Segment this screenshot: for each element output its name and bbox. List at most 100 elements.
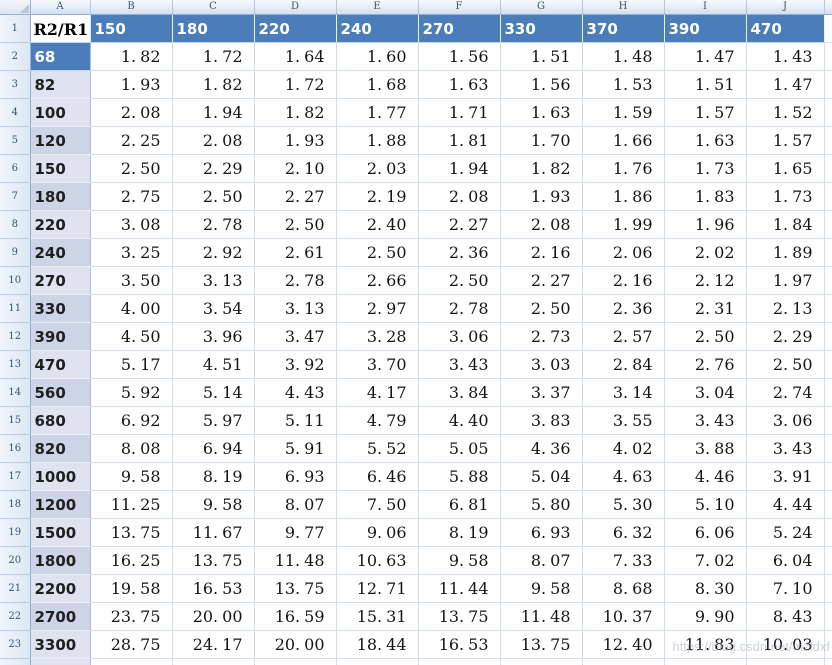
data-cell[interactable]: 6. 32: [582, 518, 665, 547]
data-cell[interactable]: 2. 31: [664, 294, 747, 323]
data-cell[interactable]: 12. 40: [582, 630, 665, 659]
data-cell[interactable]: 3. 08: [90, 210, 173, 239]
data-cell[interactable]: 3. 96: [172, 322, 255, 351]
row-number[interactable]: 23: [0, 630, 31, 659]
data-cell[interactable]: 1. 72: [172, 42, 255, 71]
column-header-D[interactable]: D: [254, 0, 337, 15]
data-cell[interactable]: 2. 76: [664, 350, 747, 379]
row-number[interactable]: 17: [0, 462, 31, 491]
data-cell[interactable]: 2. 27: [418, 210, 501, 239]
data-cell[interactable]: 4. 17: [336, 378, 419, 407]
data-cell[interactable]: 1. 93: [500, 182, 583, 211]
data-cell[interactable]: 3. 70: [336, 350, 419, 379]
row-label-cell[interactable]: 220: [30, 210, 91, 239]
data-cell[interactable]: 2. 50: [172, 182, 255, 211]
data-cell[interactable]: 1. 56: [418, 42, 501, 71]
data-cell[interactable]: 2. 19: [336, 182, 419, 211]
data-cell[interactable]: 9. 77: [254, 518, 337, 547]
data-cell[interactable]: 1. 48: [582, 42, 665, 71]
data-cell[interactable]: 1. 51: [664, 70, 747, 99]
data-cell[interactable]: 2. 08: [90, 98, 173, 127]
data-cell[interactable]: 6. 92: [90, 406, 173, 435]
row-label-cell[interactable]: 2700: [30, 602, 91, 631]
data-cell[interactable]: 5. 92: [90, 378, 173, 407]
data-cell[interactable]: 8. 43: [746, 602, 825, 631]
header-cell[interactable]: 270: [418, 14, 501, 43]
data-cell[interactable]: 1. 84: [746, 210, 825, 239]
data-cell[interactable]: 2. 36: [582, 294, 665, 323]
data-cell[interactable]: 13. 75: [254, 574, 337, 603]
data-cell[interactable]: 2. 92: [172, 238, 255, 267]
data-cell[interactable]: 2. 50: [254, 210, 337, 239]
row-label-cell[interactable]: 330: [30, 294, 91, 323]
row-label-cell[interactable]: 120: [30, 126, 91, 155]
data-cell[interactable]: 2. 78: [172, 210, 255, 239]
data-cell[interactable]: 1. 64: [254, 42, 337, 71]
data-cell[interactable]: 1. 47: [664, 42, 747, 71]
data-cell[interactable]: 3. 06: [746, 406, 825, 435]
data-cell[interactable]: 3. 50: [90, 266, 173, 295]
data-cell[interactable]: 1. 56: [500, 70, 583, 99]
data-cell[interactable]: 1. 82: [500, 154, 583, 183]
data-cell[interactable]: 11. 48: [500, 602, 583, 631]
data-cell[interactable]: [664, 658, 747, 665]
data-cell[interactable]: 6. 81: [418, 490, 501, 519]
header-cell[interactable]: 150: [90, 14, 173, 43]
data-cell[interactable]: 10. 63: [336, 546, 419, 575]
data-cell[interactable]: 9. 90: [664, 602, 747, 631]
data-cell[interactable]: 1. 93: [254, 126, 337, 155]
data-cell[interactable]: 11. 25: [90, 490, 173, 519]
data-cell[interactable]: 15. 31: [336, 602, 419, 631]
data-cell[interactable]: 8. 19: [418, 518, 501, 547]
data-cell[interactable]: 3. 55: [582, 406, 665, 435]
row-number[interactable]: [0, 658, 31, 665]
data-cell[interactable]: 1. 73: [664, 154, 747, 183]
column-header-B[interactable]: B: [90, 0, 173, 15]
data-cell[interactable]: 12. 71: [336, 574, 419, 603]
data-cell[interactable]: 4. 50: [90, 322, 173, 351]
data-cell[interactable]: 2. 12: [664, 266, 747, 295]
data-cell[interactable]: 13. 75: [172, 546, 255, 575]
data-cell[interactable]: 16. 25: [90, 546, 173, 575]
data-cell[interactable]: 2. 50: [90, 154, 173, 183]
data-cell[interactable]: 3. 14: [582, 378, 665, 407]
data-cell[interactable]: 1. 76: [582, 154, 665, 183]
data-cell[interactable]: 1. 82: [90, 42, 173, 71]
data-cell[interactable]: 3. 37: [500, 378, 583, 407]
data-cell[interactable]: 2. 40: [336, 210, 419, 239]
data-cell[interactable]: 1. 53: [582, 70, 665, 99]
data-cell[interactable]: 4. 51: [172, 350, 255, 379]
data-cell[interactable]: 7. 33: [582, 546, 665, 575]
data-cell[interactable]: 5. 14: [172, 378, 255, 407]
row-label-cell[interactable]: 680: [30, 406, 91, 435]
data-cell[interactable]: 11. 44: [418, 574, 501, 603]
data-cell[interactable]: 10. 37: [582, 602, 665, 631]
data-cell[interactable]: 1. 96: [664, 210, 747, 239]
data-cell[interactable]: 3. 13: [172, 266, 255, 295]
data-cell[interactable]: 5. 97: [172, 406, 255, 435]
data-cell[interactable]: 1. 57: [664, 98, 747, 127]
row-label-cell[interactable]: 820: [30, 434, 91, 463]
data-cell[interactable]: 2. 50: [336, 238, 419, 267]
column-header-F[interactable]: F: [418, 0, 501, 15]
row-number[interactable]: 3: [0, 70, 31, 99]
data-cell[interactable]: 4. 44: [746, 490, 825, 519]
data-cell[interactable]: 9. 58: [172, 490, 255, 519]
data-cell[interactable]: 5. 88: [418, 462, 501, 491]
data-cell[interactable]: 18. 44: [336, 630, 419, 659]
select-all-corner[interactable]: [0, 0, 31, 15]
data-cell[interactable]: 1. 70: [500, 126, 583, 155]
row-label-cell[interactable]: 1800: [30, 546, 91, 575]
data-cell[interactable]: 2. 29: [746, 322, 825, 351]
data-cell[interactable]: 5. 52: [336, 434, 419, 463]
data-cell[interactable]: 4. 43: [254, 378, 337, 407]
data-cell[interactable]: 3. 03: [500, 350, 583, 379]
data-cell[interactable]: 8. 07: [500, 546, 583, 575]
data-cell[interactable]: 2. 50: [746, 350, 825, 379]
data-cell[interactable]: 2. 84: [582, 350, 665, 379]
data-cell[interactable]: 2. 73: [500, 322, 583, 351]
data-cell[interactable]: 8. 08: [90, 434, 173, 463]
data-cell[interactable]: 2. 97: [336, 294, 419, 323]
column-header-E[interactable]: E: [336, 0, 419, 15]
data-cell[interactable]: 3. 92: [254, 350, 337, 379]
